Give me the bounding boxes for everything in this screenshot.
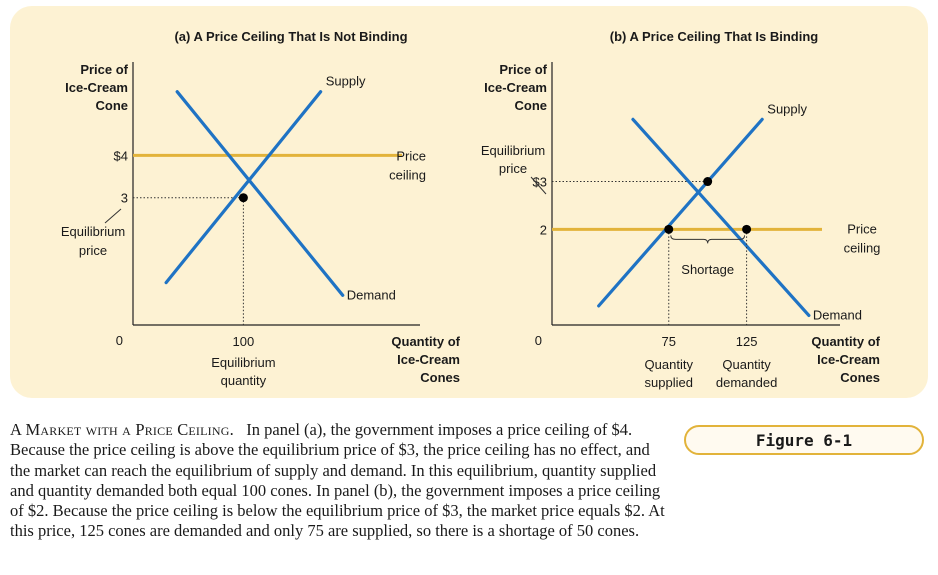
- panel-b-x-axis-label: Cones: [840, 370, 880, 385]
- panel-b-x-tick-label: 125: [736, 334, 758, 349]
- panel-a-y-axis-label: Price of: [80, 62, 128, 77]
- panel-a-supply-label: Supply: [326, 74, 366, 89]
- panel-a-y-tick-label: $4: [114, 148, 128, 163]
- price-ceiling-charts: (a) A Price Ceiling That Is Not Binding P…: [61, 29, 881, 390]
- panel-b-quantity-demanded-label: demanded: [716, 375, 777, 390]
- panel-b-demand-label: Demand: [813, 307, 862, 322]
- panel-a-x-axis-label: Cones: [420, 370, 460, 385]
- panel-b-shortage-label: Shortage: [681, 262, 734, 277]
- panel-a-demand-curve: [175, 90, 345, 297]
- panel-b-supply-curve: [597, 117, 764, 308]
- panel-a-y-axis-label: Cone: [96, 98, 129, 113]
- panel-b-quantity-demanded-point: [742, 224, 752, 234]
- panel-b-demand-curve: [631, 117, 811, 318]
- caption-title: A Market with a Price Ceiling.: [10, 420, 234, 439]
- panel-b-x-axis-label: Quantity of: [811, 334, 880, 349]
- panel-a-demand-label: Demand: [347, 287, 396, 302]
- panel-a-price-ceiling-label: ceiling: [389, 167, 426, 182]
- panel-a-origin-label: 0: [116, 333, 123, 348]
- panel-b-y-tick-label: 2: [540, 222, 547, 237]
- panel-b-shortage-brace: [670, 235, 746, 244]
- panel-b-equilibrium-price-label: price: [499, 161, 527, 176]
- panel-b-equilibrium-price-label: Equilibrium: [481, 143, 545, 158]
- panel-b-title: (b) A Price Ceiling That Is Binding: [610, 29, 819, 44]
- panel-b-y-axis-label: Ice-Cream: [484, 80, 547, 95]
- panel-b-y-axis-label: Price of: [499, 62, 547, 77]
- panel-a-equilibrium-price-label: Equilibrium: [61, 224, 125, 239]
- figure-label: Figure 6-1: [684, 425, 924, 455]
- panel-b-quantity-supplied-label: supplied: [645, 375, 693, 390]
- panel-b-y-tick-label: $3: [533, 175, 547, 190]
- panel-b-price-ceiling-label: Price: [847, 221, 877, 236]
- chart-panel-background: [10, 6, 928, 398]
- panel-a-equilibrium-quantity-label: Equilibrium: [211, 355, 275, 370]
- panel-b-y-axis-label: Cone: [515, 98, 548, 113]
- panel-b-quantity-supplied-label: Quantity: [645, 357, 694, 372]
- panel-b-equilibrium-price-pointer: [530, 176, 547, 195]
- panel-a-equilibrium-point: [238, 193, 248, 203]
- panel-a-title: (a) A Price Ceiling That Is Not Binding: [174, 29, 407, 44]
- panel-b-equilibrium-point: [703, 177, 713, 187]
- panel-a-equilibrium-quantity-label: quantity: [221, 373, 267, 388]
- panel-a-price-ceiling-label: Price: [396, 148, 426, 163]
- panel-b-quantity-supplied-point: [664, 224, 674, 234]
- panel-a-equilibrium-price-label: price: [79, 243, 107, 258]
- panel-a-y-tick-label: 3: [121, 191, 128, 206]
- panel-b-x-axis-label: Ice-Cream: [817, 352, 880, 367]
- panel-a-equilibrium-price-pointer: [104, 208, 122, 224]
- panel-b-supply-label: Supply: [767, 101, 807, 116]
- panel-b-quantity-demanded-label: Quantity: [722, 357, 771, 372]
- panel-b-x-tick-label: 75: [662, 334, 676, 349]
- panel-a-supply-curve: [164, 90, 323, 285]
- panel-a-y-axis-label: Ice-Cream: [65, 80, 128, 95]
- panel-a-x-axis-label: Ice-Cream: [397, 352, 460, 367]
- caption-body: In panel (a), the government imposes a p…: [10, 420, 665, 541]
- panel-b-origin-label: 0: [535, 333, 542, 348]
- panel-b-price-ceiling-label: ceiling: [844, 240, 881, 255]
- figure-caption: A Market with a Price Ceiling. In panel …: [10, 420, 670, 542]
- panel-a-x-tick-label: 100: [233, 334, 255, 349]
- panel-a-x-axis-label: Quantity of: [391, 334, 460, 349]
